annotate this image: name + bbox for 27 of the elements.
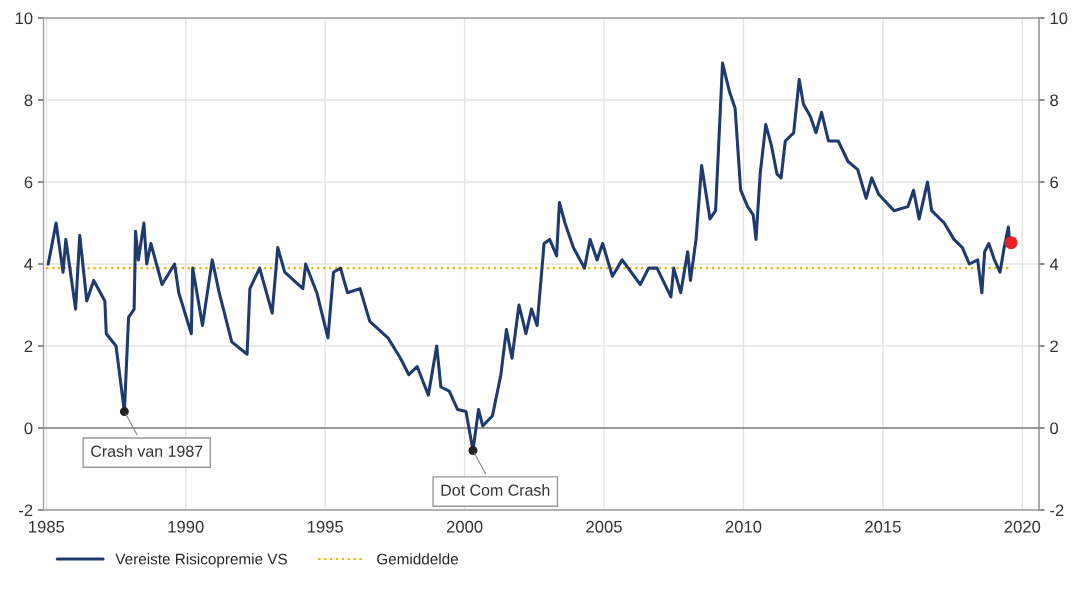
y-tick-label: 2 — [24, 340, 33, 353]
y2-tick-label: 6 — [1050, 176, 1058, 189]
x-tick-label: 2020 — [1004, 520, 1041, 533]
legend-label: Vereiste Risicopremie VS — [115, 553, 287, 568]
y-tick-label: 10 — [15, 12, 33, 25]
x-tick-label: 1985 — [29, 520, 65, 533]
legend-label: Gemiddelde — [377, 553, 458, 565]
x-tick-label: 2015 — [865, 520, 901, 533]
y-tick-label: 4 — [24, 258, 33, 271]
y-tick-label: 8 — [24, 94, 33, 107]
annotation: Crash van 1987 — [91, 445, 203, 457]
y2-tick-label: 2 — [1050, 340, 1058, 353]
x-tick-label: 2005 — [586, 520, 622, 533]
y2-tick-label: 4 — [1049, 258, 1059, 271]
y2-tick-label: 8 — [1050, 94, 1058, 107]
x-tick-label: 1990 — [168, 520, 204, 533]
x-tick-label: 2010 — [725, 520, 762, 533]
y-tick-label: -2 — [19, 504, 33, 517]
y2-tick-label: 0 — [1050, 422, 1059, 435]
point — [1004, 236, 1018, 250]
y2-tick-label: 10 — [1050, 12, 1068, 25]
y2-tick-label: -2 — [1050, 504, 1064, 517]
x-tick-label: 1995 — [307, 520, 344, 533]
y-tick-label: 0 — [24, 422, 33, 435]
y-tick-label: 6 — [24, 176, 33, 189]
x-tick-label: 2000 — [446, 520, 483, 533]
annotation: Dot Com Crash — [441, 484, 550, 496]
